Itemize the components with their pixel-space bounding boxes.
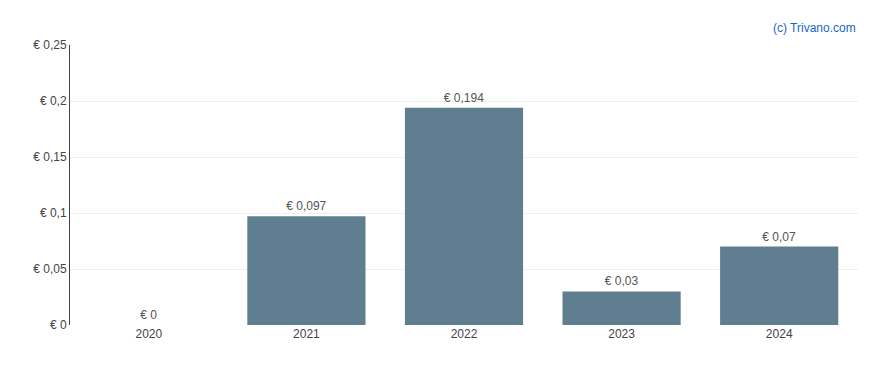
svg-text:€ 0: € 0	[140, 308, 157, 322]
svg-text:€ 0,097: € 0,097	[286, 199, 326, 213]
svg-text:€ 0,1: € 0,1	[40, 206, 67, 220]
svg-text:€ 0,05: € 0,05	[33, 262, 67, 276]
svg-text:€ 0,25: € 0,25	[33, 38, 67, 52]
svg-text:2021: 2021	[293, 327, 320, 341]
svg-text:€ 0: € 0	[50, 318, 67, 332]
svg-text:2020: 2020	[135, 327, 162, 341]
svg-text:2023: 2023	[608, 327, 635, 341]
svg-text:(c) Trivano.com: (c) Trivano.com	[773, 21, 856, 35]
svg-text:2024: 2024	[766, 327, 793, 341]
svg-text:2022: 2022	[451, 327, 478, 341]
svg-text:€ 0,15: € 0,15	[33, 150, 67, 164]
svg-text:€ 0,07: € 0,07	[762, 230, 796, 244]
svg-text:€ 0,03: € 0,03	[605, 274, 639, 288]
svg-text:€ 0,194: € 0,194	[444, 91, 484, 105]
svg-text:€ 0,2: € 0,2	[40, 94, 67, 108]
